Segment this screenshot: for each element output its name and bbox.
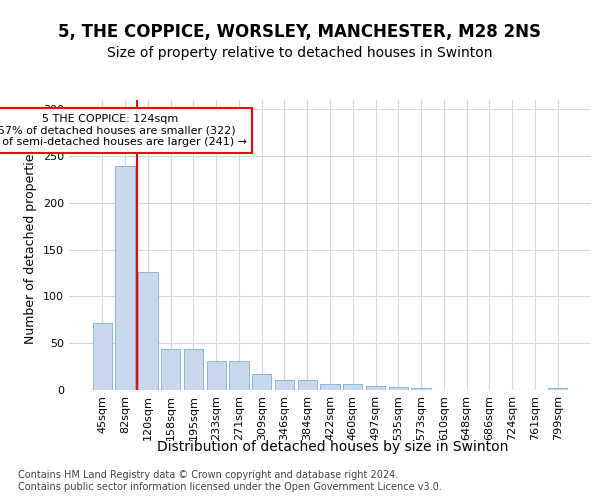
- Bar: [184, 349, 203, 390]
- Bar: [320, 384, 340, 390]
- Bar: [343, 384, 362, 390]
- Text: Distribution of detached houses by size in Swinton: Distribution of detached houses by size …: [157, 440, 509, 454]
- Bar: [389, 387, 408, 390]
- Text: Size of property relative to detached houses in Swinton: Size of property relative to detached ho…: [107, 46, 493, 60]
- Text: Contains HM Land Registry data © Crown copyright and database right 2024.
Contai: Contains HM Land Registry data © Crown c…: [18, 470, 442, 492]
- Bar: [252, 374, 271, 390]
- Bar: [412, 388, 431, 390]
- Bar: [206, 361, 226, 390]
- Text: 5 THE COPPICE: 124sqm
← 57% of detached houses are smaller (322)
43% of semi-det: 5 THE COPPICE: 124sqm ← 57% of detached …: [0, 114, 247, 147]
- Bar: [366, 386, 385, 390]
- Bar: [229, 361, 248, 390]
- Bar: [138, 272, 158, 390]
- Bar: [298, 380, 317, 390]
- Text: 5, THE COPPICE, WORSLEY, MANCHESTER, M28 2NS: 5, THE COPPICE, WORSLEY, MANCHESTER, M28…: [59, 24, 542, 42]
- Bar: [115, 166, 135, 390]
- Bar: [548, 388, 567, 390]
- Bar: [275, 380, 294, 390]
- Bar: [161, 349, 181, 390]
- Y-axis label: Number of detached properties: Number of detached properties: [25, 146, 37, 344]
- Bar: [93, 322, 112, 390]
